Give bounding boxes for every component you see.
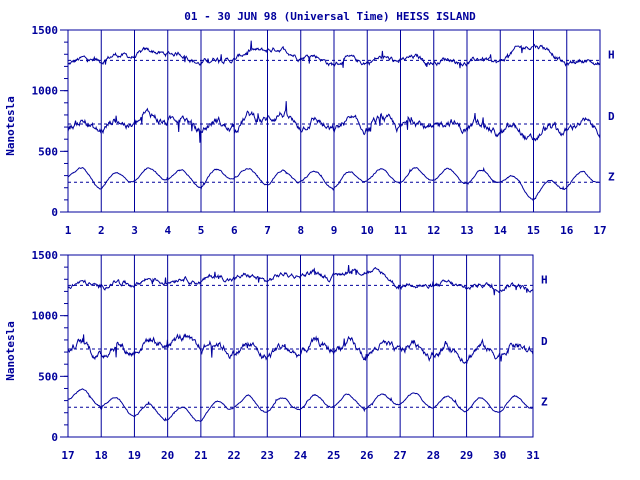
y-tick-label: 1500	[32, 24, 59, 37]
x-tick-label: 2	[98, 224, 105, 237]
x-tick-label: 25	[327, 449, 340, 462]
y-tick-label: 1000	[32, 310, 59, 323]
x-tick-label: 19	[128, 449, 141, 462]
x-tick-label: 17	[61, 449, 74, 462]
y-tick-label: 1500	[32, 249, 59, 262]
chart-title: 01 - 30 JUN 98 (Universal Time) HEISS IS…	[184, 10, 476, 23]
x-tick-label: 11	[394, 224, 408, 237]
x-tick-label: 12	[427, 224, 440, 237]
y-tick-label: 0	[51, 431, 58, 444]
series-line-z	[67, 166, 601, 202]
x-tick-label: 23	[261, 449, 274, 462]
series-label-d: D	[608, 110, 615, 123]
x-tick-label: 10	[361, 224, 374, 237]
y-tick-label: 0	[51, 206, 58, 219]
x-tick-label: 13	[460, 224, 473, 237]
y-tick-label: 1000	[32, 85, 59, 98]
x-tick-label: 1	[65, 224, 72, 237]
x-tick-label: 8	[297, 224, 304, 237]
x-tick-label: 30	[493, 449, 506, 462]
y-tick-label: 500	[38, 370, 58, 383]
panel-2: 17 18 19 20 21 22 23 24 25 26 27 28 29 30 31 0 500 1000 15…	[32, 249, 549, 462]
series-line-z	[67, 388, 534, 422]
series-label-z: Z	[608, 170, 615, 183]
x-tick-label: 14	[494, 224, 508, 237]
y-axis-label: Nanotesla	[4, 96, 17, 156]
x-tick-label: 7	[264, 224, 271, 237]
x-tick-label: 21	[194, 449, 208, 462]
chart-panels: 1 2 3 4 5 6 7 8 9 10 11 12 13 14 15 16 17050010001500HDZ…	[32, 24, 616, 462]
x-tick-label: 29	[460, 449, 473, 462]
x-tick-label: 6	[231, 224, 238, 237]
series-line-d	[67, 333, 534, 365]
x-tick-label: 20	[161, 449, 174, 462]
y-axis-label: Nanotesla	[4, 321, 17, 381]
x-tick-label: 31	[526, 449, 540, 462]
series-label-d: D	[541, 335, 548, 348]
y-axis-labels: Nanotesla Nanotesla	[4, 96, 17, 381]
x-tick-label: 17	[593, 224, 606, 237]
series-label-z: Z	[541, 395, 548, 408]
series-line-d	[67, 101, 601, 143]
x-tick-label: 24	[294, 449, 308, 462]
x-tick-label: 26	[360, 449, 374, 462]
x-tick-label: 9	[331, 224, 338, 237]
x-tick-label: 3	[131, 224, 138, 237]
x-tick-label: 18	[95, 449, 108, 462]
series-label-h: H	[608, 48, 615, 61]
series-line-h	[67, 40, 601, 69]
x-tick-label: 4	[164, 224, 171, 237]
x-tick-label: 28	[427, 449, 440, 462]
series-label-h: H	[541, 273, 548, 286]
y-tick-label: 500	[38, 145, 58, 158]
x-tick-label: 15	[527, 224, 540, 237]
x-tick-label: 5	[198, 224, 205, 237]
series-line-h	[67, 264, 534, 296]
x-tick-label: 27	[394, 449, 407, 462]
x-tick-label: 22	[227, 449, 240, 462]
x-tick-label: 16	[560, 224, 574, 237]
